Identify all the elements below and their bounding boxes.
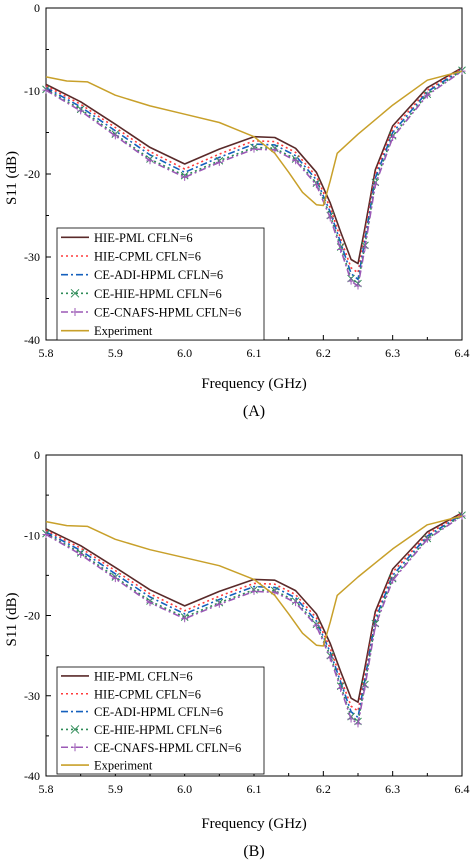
y-tick-label: -30 (24, 689, 40, 703)
panel-label: (A) (243, 403, 265, 420)
chart-panel-a: 5.8 5.9 6.0 6.1 6.2 6.3 6.4 0 -10 -20 -30 -40 Freque… (4, 1, 470, 420)
data-point (312, 181, 320, 189)
series-line (45, 68, 463, 281)
data-point (250, 145, 258, 153)
data-point (326, 654, 334, 662)
data-point (326, 214, 334, 222)
legend-box (56, 666, 265, 775)
x-tick-label: 6.1 (247, 346, 262, 360)
data-point (312, 622, 320, 630)
y-tick-label: -20 (24, 609, 40, 623)
x-tick-label: 6.0 (177, 782, 192, 796)
series-line (45, 512, 463, 712)
x-tick-label: 5.9 (108, 346, 123, 360)
data-point (181, 615, 189, 623)
data-point (215, 600, 223, 608)
data-point (42, 86, 50, 94)
data-point (77, 551, 85, 559)
y-tick-label: -30 (24, 250, 40, 264)
x-tick-label: 6.2 (316, 782, 331, 796)
data-point (354, 282, 362, 290)
x-tick-label: 5.9 (108, 782, 123, 796)
data-point (292, 157, 300, 165)
y-tick-label: -10 (24, 528, 40, 542)
y-tick-label: -10 (24, 84, 40, 98)
x-tick-label: 5.8 (39, 782, 54, 796)
legend-marker (71, 308, 79, 316)
x-tick-label: 6.2 (316, 346, 331, 360)
legend-label: Experiment (94, 324, 153, 338)
data-point (361, 683, 369, 691)
data-point (215, 158, 223, 166)
x-tick-label: 6.4 (455, 782, 470, 796)
y-tick-label: -40 (24, 769, 40, 783)
series-line (45, 67, 463, 265)
x-tick-label: 6.0 (177, 346, 192, 360)
legend-box (56, 227, 265, 341)
data-point (389, 133, 397, 141)
legend-label: CE-CNAFS-HPML CFLN=6 (94, 306, 241, 320)
data-point (423, 535, 431, 543)
x-tick-label: 6.3 (385, 346, 400, 360)
data-point (250, 587, 258, 595)
x-tick-label: 6.3 (385, 782, 400, 796)
data-point (337, 246, 345, 254)
legend-label: CE-HIE-HPML CFLN=6 (94, 723, 222, 737)
series-line (45, 513, 463, 719)
data-point (347, 277, 355, 285)
legend-label: Experiment (94, 759, 153, 773)
legend-marker (71, 743, 79, 752)
data-point (42, 530, 50, 538)
x-axis-title: Frequency (GHz) (201, 816, 306, 832)
y-axis-title: S11 (dB) (4, 151, 20, 205)
x-tick-label: 6.4 (455, 346, 470, 360)
series-line (45, 512, 463, 704)
panel-label: (B) (243, 843, 264, 860)
data-point (389, 576, 397, 584)
legend-label: CE-ADI-HPML CFLN=6 (94, 705, 223, 719)
chart-panel-b: 5.8 5.9 6.0 6.1 6.2 6.3 6.4 0 -10 -20 -30 -40 Freque… (4, 448, 470, 860)
x-tick-label: 6.1 (247, 782, 262, 796)
data-point (111, 575, 119, 583)
data-point (347, 715, 355, 723)
legend-label: CE-HIE-HPML CFLN=6 (94, 287, 222, 301)
data-point (146, 599, 154, 607)
legend-label: HIE-CPML CFLN=6 (94, 250, 201, 264)
data-point (361, 244, 369, 252)
data-point (354, 720, 362, 728)
x-axis-title: Frequency (GHz) (201, 376, 306, 392)
y-tick-label: 0 (34, 1, 40, 15)
series-line (45, 515, 463, 647)
y-tick-label: -20 (24, 167, 40, 181)
data-point (423, 91, 431, 99)
data-point (77, 107, 85, 115)
legend-label: HIE-PML CFLN=6 (94, 669, 193, 683)
data-point (371, 622, 379, 630)
series-line (45, 70, 463, 207)
data-point (146, 157, 154, 165)
y-tick-label: 0 (34, 448, 40, 462)
y-tick-label: -40 (24, 333, 40, 347)
y-axis-title: S11 (dB) (4, 592, 20, 646)
legend-marker (70, 725, 80, 734)
data-point (111, 132, 119, 140)
data-point (271, 146, 279, 154)
legend-label: CE-ADI-HPML CFLN=6 (94, 268, 223, 282)
legend-label: HIE-CPML CFLN=6 (94, 687, 201, 701)
x-tick-label: 5.8 (39, 346, 54, 360)
legend-label: HIE-PML CFLN=6 (94, 231, 193, 245)
data-point (371, 181, 379, 189)
data-point (181, 173, 189, 181)
data-point (337, 685, 345, 693)
legend-label: CE-CNAFS-HPML CFLN=6 (94, 741, 241, 755)
legend-marker (70, 288, 80, 298)
data-point (292, 599, 300, 607)
